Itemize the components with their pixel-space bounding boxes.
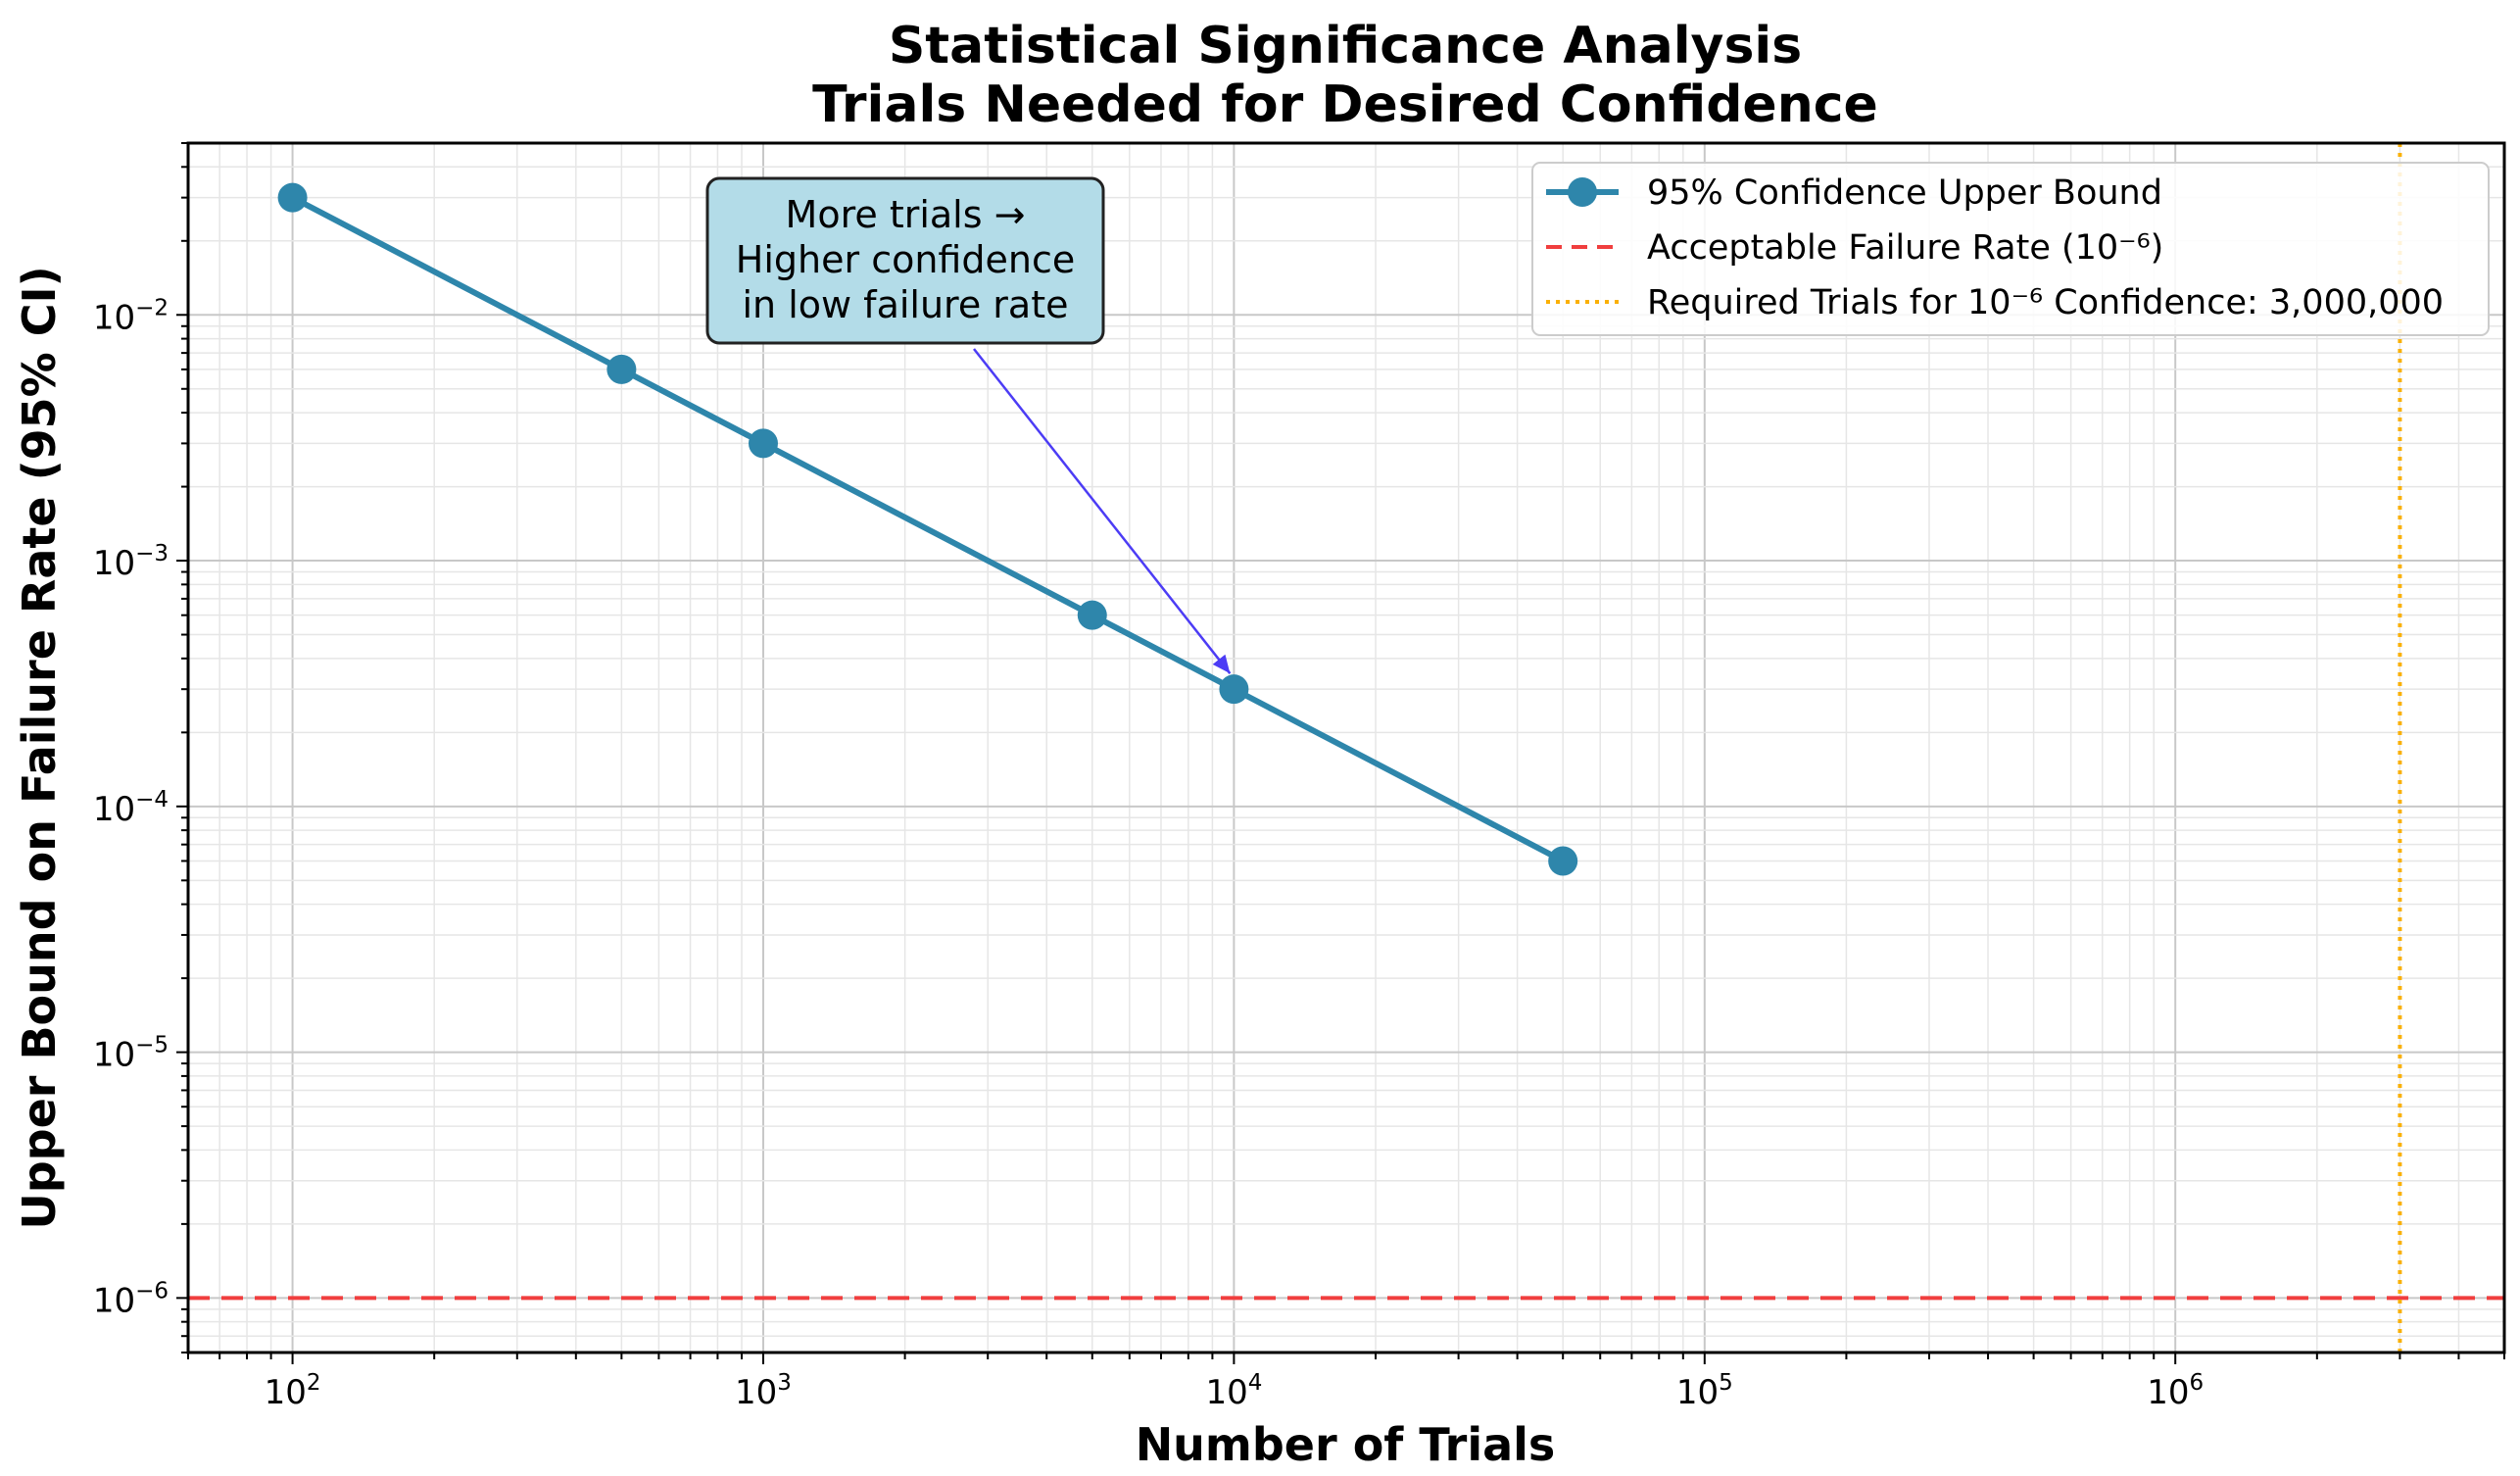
data-point <box>606 354 637 384</box>
data-point <box>1077 600 1107 630</box>
plot-frame <box>186 141 2506 1354</box>
annotation-arrowhead <box>1212 654 1231 674</box>
y-tick-label: 10−6 <box>93 1278 169 1320</box>
annotation-text: More trials → <box>786 193 1026 236</box>
series <box>277 182 1578 876</box>
data-point <box>1548 846 1578 876</box>
legend-box <box>1531 162 2490 336</box>
annotation-text: in low failure rate <box>743 283 1069 326</box>
legend: 95% Confidence Upper Bound Acceptable Fai… <box>1531 162 2490 336</box>
annotation-box <box>705 176 1105 345</box>
x-tick-label: 105 <box>1676 1370 1733 1412</box>
data-point <box>748 428 778 459</box>
y-axis-label: Upper Bound on Failure Rate (95% CI) <box>13 266 66 1229</box>
y-tick-label: 10−4 <box>93 787 169 829</box>
y-tick-label: 10−5 <box>93 1033 169 1075</box>
axis-ticks: 102 103 104 105 106 10−2 10−3 10−4 10−5 10−6 <box>93 142 2505 1412</box>
x-tick-label: 106 <box>2147 1370 2204 1412</box>
legend-label-required: Required Trials for 10⁻⁶ Confidence: 3,0… <box>1647 283 2444 322</box>
reference-lines <box>188 143 2504 1353</box>
legend-label-acceptable: Acceptable Failure Rate (10⁻⁶) <box>1647 228 2163 268</box>
chart-title-line-2: Trials Needed for Desired Confidence <box>812 75 1878 134</box>
data-point <box>1219 674 1249 705</box>
annotation-text: Higher confidence <box>736 238 1075 281</box>
legend-marker <box>1568 177 1597 207</box>
annotation-arrow <box>973 348 1232 674</box>
legend-label-series: 95% Confidence Upper Bound <box>1647 173 2162 213</box>
y-tick-label: 10−2 <box>93 295 169 337</box>
grid <box>187 142 2505 1353</box>
y-tick-label: 10−3 <box>93 541 169 583</box>
x-tick-label: 103 <box>735 1370 792 1412</box>
x-tick-label: 104 <box>1205 1370 1262 1412</box>
x-axis-label: Number of Trials <box>1136 1418 1556 1471</box>
series-line <box>291 194 1565 864</box>
chart-title-line-1: Statistical Significance Analysis <box>889 17 1802 75</box>
data-point <box>277 182 308 213</box>
x-tick-label: 102 <box>265 1370 321 1412</box>
